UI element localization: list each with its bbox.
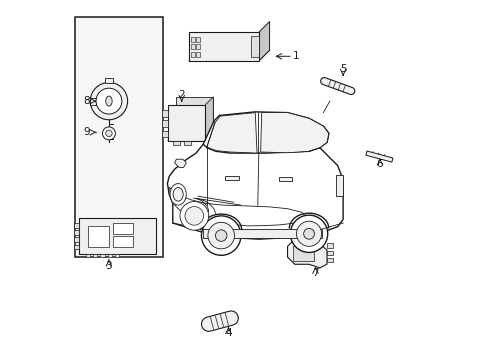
- Bar: [183, 140, 191, 145]
- Polygon shape: [169, 187, 308, 226]
- Bar: [107, 253, 112, 257]
- Bar: [190, 44, 194, 49]
- Circle shape: [296, 221, 321, 246]
- Bar: [188, 32, 258, 61]
- Bar: [292, 246, 313, 261]
- Polygon shape: [201, 311, 238, 331]
- Bar: [113, 223, 132, 234]
- Polygon shape: [167, 126, 343, 239]
- Polygon shape: [287, 241, 326, 268]
- Bar: [104, 78, 113, 83]
- Bar: [190, 52, 194, 57]
- Circle shape: [184, 207, 203, 225]
- Bar: [74, 230, 79, 235]
- Bar: [278, 177, 292, 181]
- Bar: [113, 236, 132, 247]
- Bar: [100, 253, 104, 257]
- Circle shape: [96, 88, 122, 114]
- Bar: [196, 37, 200, 41]
- Text: 8: 8: [83, 96, 90, 106]
- Polygon shape: [258, 22, 269, 61]
- Polygon shape: [188, 50, 269, 61]
- Circle shape: [105, 130, 112, 136]
- Bar: [167, 105, 205, 140]
- Circle shape: [90, 82, 127, 120]
- Circle shape: [201, 216, 241, 255]
- Text: 6: 6: [376, 159, 383, 169]
- Bar: [196, 44, 200, 49]
- Text: 9: 9: [83, 127, 90, 137]
- Bar: [203, 229, 321, 238]
- Polygon shape: [205, 97, 213, 140]
- Polygon shape: [167, 133, 213, 140]
- Bar: [74, 223, 79, 228]
- Ellipse shape: [173, 188, 183, 201]
- Circle shape: [303, 228, 314, 239]
- Bar: [326, 243, 332, 248]
- Circle shape: [215, 230, 226, 241]
- Polygon shape: [206, 113, 257, 153]
- Polygon shape: [260, 113, 328, 153]
- Ellipse shape: [105, 96, 112, 106]
- Bar: [162, 121, 167, 127]
- Text: 1: 1: [293, 51, 299, 61]
- Text: 4: 4: [224, 328, 231, 338]
- Polygon shape: [203, 112, 328, 153]
- Bar: [88, 226, 109, 247]
- Text: 5: 5: [339, 64, 346, 74]
- Bar: [250, 36, 258, 57]
- Polygon shape: [365, 151, 392, 162]
- Bar: [93, 253, 97, 257]
- Bar: [162, 111, 167, 117]
- Circle shape: [102, 127, 115, 140]
- Text: 2: 2: [178, 90, 184, 100]
- Bar: [326, 258, 332, 262]
- Bar: [190, 37, 194, 41]
- Bar: [79, 218, 156, 253]
- Bar: [75, 17, 163, 257]
- Circle shape: [180, 202, 208, 230]
- Bar: [162, 131, 167, 137]
- Bar: [90, 98, 96, 105]
- Circle shape: [207, 222, 234, 249]
- Polygon shape: [174, 159, 186, 167]
- Circle shape: [290, 215, 327, 252]
- Bar: [175, 97, 213, 133]
- Bar: [326, 251, 332, 255]
- Bar: [335, 175, 343, 196]
- Bar: [173, 140, 180, 145]
- Ellipse shape: [170, 184, 186, 205]
- Text: 3: 3: [105, 261, 112, 271]
- Bar: [115, 253, 119, 257]
- Text: 7: 7: [311, 267, 318, 278]
- Bar: [74, 244, 79, 249]
- Bar: [74, 237, 79, 242]
- Bar: [196, 52, 200, 57]
- Bar: [224, 176, 239, 180]
- Bar: [86, 253, 90, 257]
- Polygon shape: [320, 77, 354, 95]
